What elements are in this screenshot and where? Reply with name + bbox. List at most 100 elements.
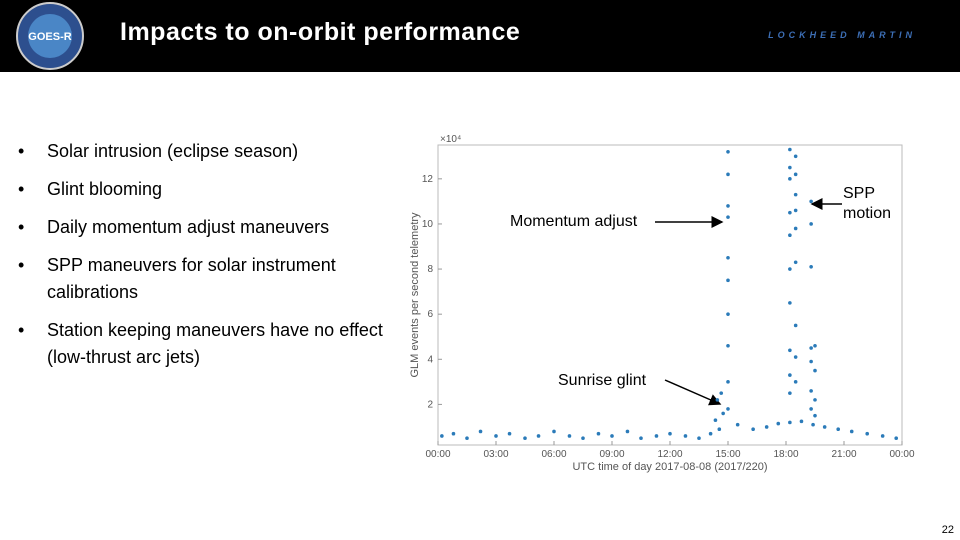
plot-frame [437, 144, 903, 446]
data-point [668, 431, 672, 436]
data-point [809, 222, 813, 226]
y-axis-label: GLM events per second telemetry [409, 212, 421, 378]
data-point [726, 149, 730, 154]
annotation: SPP motion [843, 185, 892, 222]
data-point [610, 434, 614, 438]
bullet: SPP maneuvers for solar instrument calib… [18, 252, 388, 306]
data-point [788, 420, 792, 425]
data-point [639, 436, 643, 441]
bullet: Daily momentum adjust maneuvers [18, 214, 388, 241]
annotation: Momentum adjust [510, 213, 638, 230]
data-point [809, 346, 813, 350]
data-point [813, 368, 817, 373]
data-point [726, 278, 730, 283]
data-point [726, 343, 730, 348]
data-point [793, 355, 798, 359]
goes-logo: GOES-R [16, 2, 84, 70]
data-point [788, 165, 792, 170]
data-point [523, 436, 527, 441]
y-exponent: ×10⁴ [440, 134, 461, 145]
data-point [793, 192, 798, 197]
data-point [788, 348, 792, 353]
data-point [726, 172, 730, 177]
x-tick-label: 00:00 [425, 449, 450, 460]
arrow [664, 379, 722, 406]
data-point [813, 343, 817, 348]
x-tick-label: 12:00 [657, 449, 682, 460]
data-point [581, 436, 585, 441]
logo-text: GOES-R [28, 31, 71, 43]
page-number: 22 [941, 524, 954, 536]
x-tick-label: 18:00 [773, 449, 798, 460]
data-point [683, 434, 688, 438]
data-point [813, 413, 817, 418]
data-point [793, 323, 798, 328]
data-point [654, 434, 659, 438]
data-point [793, 380, 798, 384]
x-tick-label: 03:00 [483, 449, 508, 460]
header-bar: GOES-R Impacts to on-orbit performance L… [0, 0, 960, 72]
data-point [822, 425, 827, 429]
data-point [721, 411, 725, 416]
data-point [788, 267, 792, 271]
data-point [465, 436, 469, 441]
data-point [793, 208, 798, 213]
y-tick-label: 12 [422, 174, 434, 185]
data-point [726, 380, 730, 384]
data-point [788, 391, 792, 395]
data-point [726, 215, 730, 219]
data-point [625, 429, 630, 434]
y-tick-label: 10 [422, 219, 434, 230]
data-point [793, 172, 798, 177]
data-point [865, 431, 869, 436]
data-point [719, 391, 724, 395]
y-tick-label: 4 [427, 354, 433, 365]
data-point [697, 436, 701, 441]
data-point [880, 434, 885, 438]
data-point [793, 154, 798, 159]
data-point [536, 434, 541, 438]
data-point [788, 177, 792, 181]
data-point [793, 226, 798, 231]
data-point [793, 260, 798, 265]
data-point [451, 431, 456, 436]
data-point [809, 389, 813, 393]
company-logo: LOCKHEED MARTIN [768, 30, 916, 40]
data-point [811, 422, 815, 427]
data-point [894, 436, 898, 441]
bullet: Solar intrusion (eclipse season) [18, 138, 388, 165]
data-point [507, 431, 512, 436]
data-point [478, 429, 483, 434]
data-point [717, 427, 722, 432]
y-tick-label: 6 [427, 309, 433, 320]
data-point [726, 255, 730, 260]
data-point [735, 422, 740, 427]
data-point [788, 210, 792, 215]
data-point [788, 147, 792, 152]
data-point [764, 425, 769, 429]
data-point [552, 429, 556, 434]
data-point [809, 407, 813, 411]
data-point [715, 398, 720, 402]
x-tick-label: 21:00 [831, 449, 856, 460]
data-point [809, 359, 813, 364]
data-point [726, 407, 730, 411]
data-point [708, 431, 713, 436]
data-point [494, 434, 498, 438]
slide-title: Impacts to on-orbit performance [120, 18, 521, 46]
data-point [567, 434, 572, 438]
x-tick-label: 15:00 [715, 449, 740, 460]
y-tick-label: 2 [427, 399, 433, 410]
bullet: Glint blooming [18, 176, 388, 203]
data-point [440, 434, 444, 438]
annotation: Sunrise glint [558, 372, 647, 389]
data-point [751, 427, 755, 432]
data-point [726, 204, 730, 208]
data-point [726, 312, 730, 316]
y-tick-label: 8 [427, 264, 433, 275]
data-point [788, 373, 792, 377]
data-point [788, 233, 792, 238]
x-axis-label: UTC time of day 2017-08-08 (2017/220) [572, 461, 767, 473]
